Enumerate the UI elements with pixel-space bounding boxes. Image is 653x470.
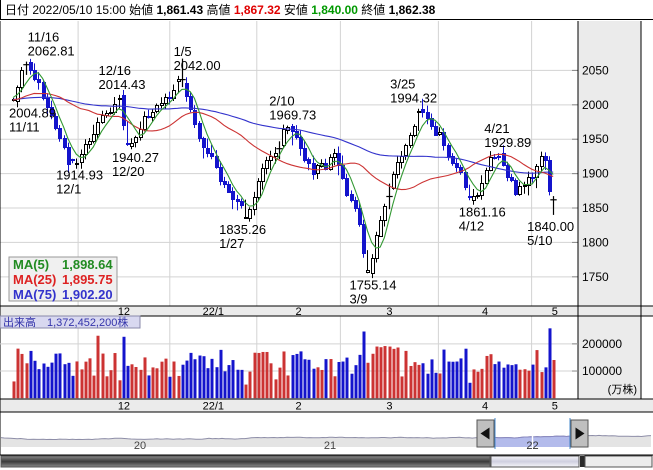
- svg-text:1/5: 1/5: [174, 44, 192, 59]
- svg-text:MA(5): MA(5): [13, 257, 49, 272]
- svg-text:1750: 1750: [582, 270, 609, 284]
- svg-text:2050: 2050: [582, 63, 609, 77]
- svg-text:2/10: 2/10: [269, 94, 294, 109]
- svg-text:2062.81: 2062.81: [28, 44, 75, 59]
- svg-text:11/16: 11/16: [28, 30, 60, 45]
- svg-text:2: 2: [296, 401, 302, 413]
- svg-text:1755.14: 1755.14: [349, 277, 396, 292]
- svg-text:3/25: 3/25: [390, 77, 415, 92]
- svg-text:1940.27: 1940.27: [112, 150, 159, 165]
- svg-text:20: 20: [134, 440, 146, 452]
- svg-text:1900: 1900: [582, 167, 609, 181]
- svg-text:2014.43: 2014.43: [99, 77, 146, 92]
- svg-text:2042.00: 2042.00: [174, 58, 221, 73]
- svg-text:2004.89: 2004.89: [9, 105, 56, 120]
- svg-text:3/9: 3/9: [349, 291, 367, 306]
- svg-text:4: 4: [482, 306, 488, 318]
- svg-text:12: 12: [118, 401, 130, 413]
- svg-text:5: 5: [552, 401, 558, 413]
- svg-text:200000: 200000: [582, 337, 622, 351]
- svg-text:1969.73: 1969.73: [269, 108, 316, 123]
- svg-text:22/1: 22/1: [203, 401, 224, 413]
- svg-text:3: 3: [386, 401, 392, 413]
- svg-text:1,898.64: 1,898.64: [62, 257, 113, 272]
- svg-text:5: 5: [552, 306, 558, 318]
- svg-text:(万株): (万株): [608, 382, 637, 396]
- svg-text:5/10: 5/10: [527, 233, 552, 248]
- svg-text:1929.89: 1929.89: [484, 135, 531, 150]
- svg-text:1835.26: 1835.26: [219, 222, 266, 237]
- svg-text:100000: 100000: [582, 364, 622, 378]
- svg-text:1950: 1950: [582, 132, 609, 146]
- svg-text:2: 2: [296, 306, 302, 318]
- svg-text:1800: 1800: [582, 235, 609, 249]
- svg-text:12/16: 12/16: [99, 63, 132, 78]
- svg-text:1840.00: 1840.00: [527, 219, 574, 234]
- svg-text:出来高 1,372,452,200株: 出来高 1,372,452,200株: [3, 315, 128, 329]
- svg-text:12/1: 12/1: [56, 181, 81, 196]
- svg-text:21: 21: [324, 440, 336, 452]
- svg-text:1,902.20: 1,902.20: [62, 287, 113, 302]
- svg-text:1/27: 1/27: [219, 236, 244, 251]
- svg-text:MA(75): MA(75): [13, 287, 56, 302]
- svg-text:3: 3: [386, 306, 392, 318]
- svg-text:MA(25): MA(25): [13, 272, 56, 287]
- svg-text:22: 22: [526, 440, 538, 452]
- svg-text:4: 4: [482, 401, 488, 413]
- svg-text:12/20: 12/20: [112, 164, 145, 179]
- svg-text:1994.32: 1994.32: [390, 91, 437, 106]
- svg-text:1861.16: 1861.16: [459, 204, 506, 219]
- svg-text:4/12: 4/12: [459, 218, 484, 233]
- svg-text:4/21: 4/21: [484, 121, 509, 136]
- svg-text:11/11: 11/11: [9, 119, 40, 134]
- svg-text:1850: 1850: [582, 201, 609, 215]
- svg-text:1,895.75: 1,895.75: [62, 272, 113, 287]
- svg-text:2000: 2000: [582, 98, 609, 112]
- svg-text:1914.93: 1914.93: [56, 167, 103, 182]
- svg-text:22/1: 22/1: [203, 306, 224, 318]
